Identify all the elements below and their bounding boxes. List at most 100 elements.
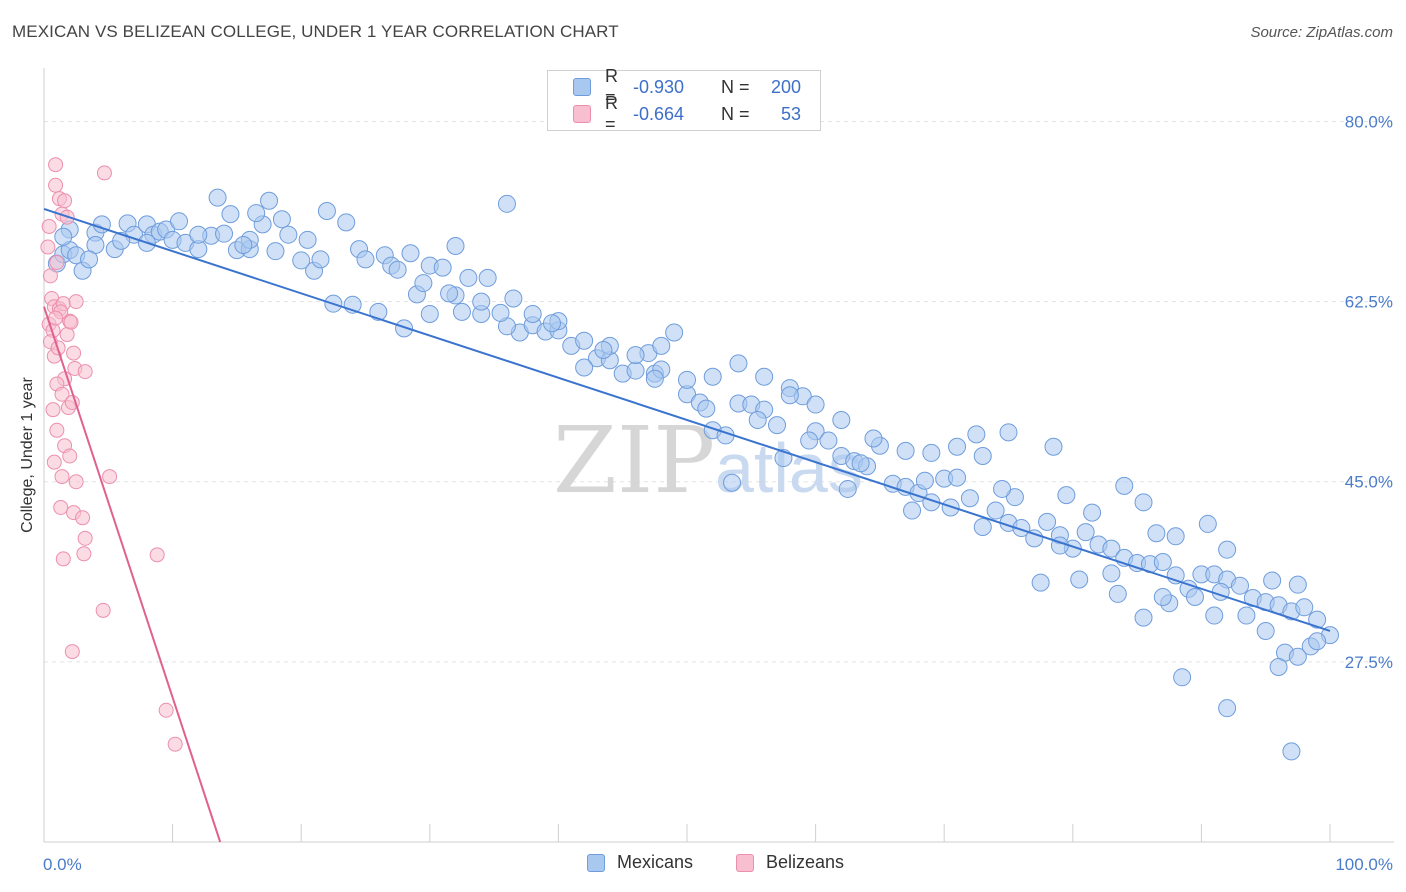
point-mexicans: [973, 518, 992, 537]
point-mexicans: [1070, 570, 1089, 589]
point-mexicans: [1134, 608, 1153, 627]
point-mexicans: [170, 212, 189, 231]
y-tick-label: 80.0%: [1345, 112, 1393, 131]
point-mexicans: [967, 425, 986, 444]
point-mexicans: [903, 501, 922, 520]
legend-n-value: 200: [770, 76, 801, 97]
point-mexicans: [395, 319, 414, 338]
point-mexicans: [1237, 606, 1256, 625]
point-mexicans: [806, 395, 825, 414]
point-mexicans: [272, 210, 291, 229]
point-belizeans: [102, 469, 118, 485]
correlation-legend: R = -0.930 N = 200 R = -0.664 N = 53: [547, 66, 821, 134]
point-belizeans: [54, 469, 70, 485]
legend-n-value: 53: [780, 103, 801, 124]
point-belizeans: [40, 239, 56, 255]
point-belizeans: [49, 422, 65, 438]
point-mexicans: [1295, 598, 1314, 617]
point-mexicans: [1102, 564, 1121, 583]
y-tick-label: 62.5%: [1345, 293, 1393, 312]
point-mexicans: [497, 194, 516, 213]
point-belizeans: [96, 165, 112, 181]
point-mexicans: [266, 242, 285, 261]
legend-r-value: -0.930: [633, 76, 685, 97]
point-mexicans: [1166, 527, 1185, 546]
point-mexicans: [915, 471, 934, 490]
trend-lines: [43, 208, 1331, 843]
point-mexicans: [1108, 584, 1127, 603]
point-mexicans: [1147, 524, 1166, 543]
point-mexicans: [388, 260, 407, 279]
legend-swatch-belizeans: [736, 853, 754, 872]
point-mexicans: [80, 250, 99, 269]
point-mexicans: [838, 479, 857, 498]
point-mexicans: [986, 501, 1005, 520]
point-mexicans: [851, 454, 870, 473]
point-mexicans: [420, 304, 439, 323]
point-belizeans: [68, 474, 84, 490]
point-belizeans: [75, 510, 91, 526]
point-belizeans: [55, 551, 71, 567]
point-mexicans: [1282, 742, 1301, 761]
point-mexicans: [478, 268, 497, 287]
bottom-legend-belizeans[interactable]: Belizeans: [736, 852, 844, 873]
point-mexicans: [697, 399, 716, 418]
point-mexicans: [1012, 519, 1031, 538]
point-mexicans: [260, 191, 279, 210]
source-label: Source: ZipAtlas.com: [1250, 24, 1393, 41]
point-mexicans: [1205, 606, 1224, 625]
point-mexicans: [292, 251, 311, 270]
point-mexicans: [1038, 512, 1057, 531]
legend-swatch-mexicans: [573, 78, 591, 96]
point-mexicans: [542, 314, 561, 333]
point-mexicans: [1134, 493, 1153, 512]
point-mexicans: [800, 431, 819, 450]
point-mexicans: [1173, 668, 1192, 687]
chart-title: MEXICAN VS BELIZEAN COLLEGE, UNDER 1 YEA…: [12, 22, 619, 41]
point-belizeans: [68, 294, 84, 310]
point-mexicans: [768, 416, 787, 435]
bottom-legend-mexicans[interactable]: Mexicans: [587, 852, 693, 873]
x-tick-label-min: 0.0%: [43, 855, 82, 874]
point-belizeans: [158, 702, 174, 718]
point-belizeans: [149, 547, 165, 563]
point-belizeans: [53, 499, 69, 515]
point-belizeans: [77, 364, 93, 380]
point-belizeans: [48, 310, 64, 326]
point-mexicans: [948, 468, 967, 487]
point-mexicans: [626, 361, 645, 380]
point-mexicans: [189, 225, 208, 244]
point-mexicans: [1005, 488, 1024, 507]
point-mexicans: [1288, 647, 1307, 666]
point-mexicans: [960, 489, 979, 508]
point-belizeans: [77, 530, 93, 546]
point-mexicans: [819, 431, 838, 450]
point-mexicans: [208, 188, 227, 207]
point-belizeans: [76, 546, 92, 562]
point-mexicans: [594, 340, 613, 359]
point-mexicans: [369, 302, 388, 321]
point-belizeans: [45, 402, 61, 418]
point-belizeans: [64, 644, 80, 660]
legend-row-mexicans: R = -0.930 N = 200: [573, 66, 801, 107]
point-belizeans: [66, 345, 82, 361]
tick-labels: 27.5% 45.0% 62.5% 80.0% 0.0% 100.0%: [43, 112, 1393, 874]
point-mexicans: [1102, 539, 1121, 558]
point-belizeans: [41, 218, 57, 234]
point-mexicans: [575, 358, 594, 377]
point-mexicans: [678, 370, 696, 389]
watermark-zip: ZIP: [553, 407, 715, 514]
point-mexicans: [1288, 575, 1307, 594]
point-mexicans: [626, 346, 645, 365]
watermark-atlas: atlas: [715, 429, 863, 507]
watermark: ZIP atlas: [553, 407, 863, 514]
point-belizeans: [167, 736, 183, 752]
y-tick-label: 27.5%: [1345, 653, 1393, 672]
point-mexicans: [523, 304, 542, 323]
point-mexicans: [446, 237, 465, 256]
point-mexicans: [317, 202, 336, 221]
legend-label-mexicans: Mexicans: [617, 852, 694, 872]
point-mexicans: [703, 367, 722, 386]
point-mexicans: [748, 410, 767, 429]
point-mexicans: [401, 244, 420, 263]
